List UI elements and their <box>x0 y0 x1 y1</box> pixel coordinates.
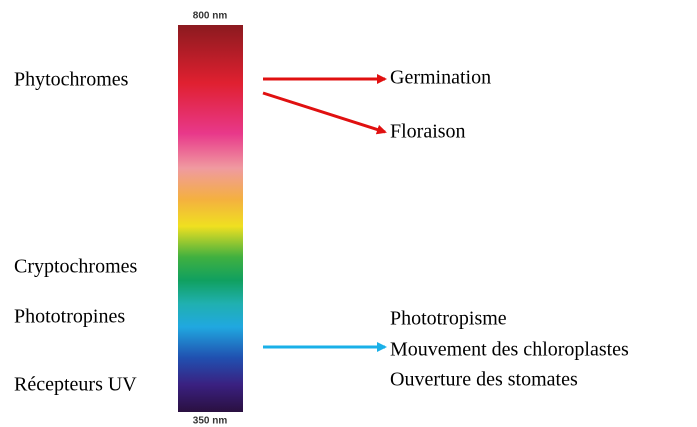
response: Floraison <box>390 121 466 143</box>
photoreceptor: Cryptochromes <box>14 256 138 278</box>
photoreceptor: Récepteurs UV <box>14 374 137 396</box>
spectrum-bar <box>178 25 243 412</box>
arrow <box>262 91 387 135</box>
photoreceptor: Phytochromes <box>14 69 129 91</box>
response: Mouvement des chloroplastes <box>390 339 629 361</box>
response: Germination <box>390 67 491 89</box>
response: Ouverture des stomates <box>390 369 578 391</box>
response: Phototropisme <box>390 308 507 330</box>
wavelength-top: 800 nm <box>193 11 228 22</box>
photoreceptor: Phototropines <box>14 306 125 328</box>
wavelength-bottom: 350 nm <box>193 416 228 427</box>
